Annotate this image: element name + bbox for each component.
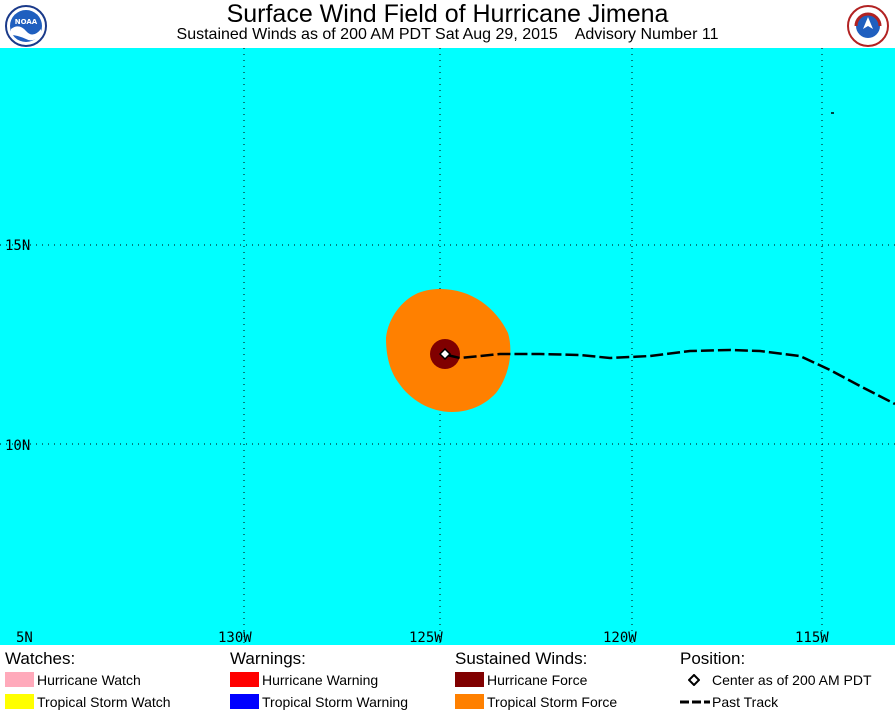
header: Surface Wind Field of Hurricane Jimena S… (0, 0, 895, 48)
tropical-storm-force-swatch (455, 694, 484, 709)
lon-label-115w: 115W (795, 630, 829, 645)
lon-label-120w: 120W (603, 630, 637, 645)
lat-label-5n: 5N (16, 630, 33, 645)
past-track-line (446, 348, 895, 406)
lon-label-125w: 125W (409, 630, 443, 645)
hurricane-warning-swatch (230, 672, 259, 687)
legend-watches-heading: Watches: (5, 649, 76, 668)
legend-label: Tropical Storm Force (487, 694, 618, 710)
map-subtitle: Sustained Winds as of 200 AM PDT Sat Aug… (176, 26, 719, 43)
legend-winds-heading: Sustained Winds: (455, 649, 588, 668)
legend-label: Hurricane Force (487, 672, 588, 688)
tropical-storm-warning-swatch (230, 694, 259, 709)
lat-label-10n: 10N (5, 438, 30, 454)
svg-text:NOAA: NOAA (15, 18, 38, 26)
wind-field-map: 15N 10N 5N 130W 125W 120W 115W (0, 48, 895, 645)
storm-center-marker (438, 347, 452, 361)
tropical-storm-watch-swatch (5, 694, 34, 709)
past-track-dash-icon (680, 700, 710, 704)
nws-logo (847, 5, 889, 47)
lat-label-15n: 15N (5, 238, 30, 254)
hurricane-watch-swatch (5, 672, 34, 687)
map-title: Surface Wind Field of Hurricane Jimena (226, 0, 669, 28)
map-legend: Watches: Hurricane Watch Tropical Storm … (0, 645, 895, 716)
legend-label: Hurricane Watch (37, 672, 141, 688)
noaa-logo: NOAA (5, 5, 47, 47)
lon-label-130w: 130W (218, 630, 252, 645)
legend-label: Past Track (712, 694, 779, 710)
legend-label: Center as of 200 AM PDT (712, 672, 872, 688)
legend-label: Tropical Storm Warning (262, 694, 409, 710)
legend-label: Tropical Storm Watch (37, 694, 171, 710)
legend-position-heading: Position: (680, 649, 746, 668)
center-diamond-icon (688, 674, 700, 686)
legend-label: Hurricane Warning (262, 672, 379, 688)
hurricane-force-swatch (455, 672, 484, 687)
legend-warnings-heading: Warnings: (230, 649, 306, 668)
